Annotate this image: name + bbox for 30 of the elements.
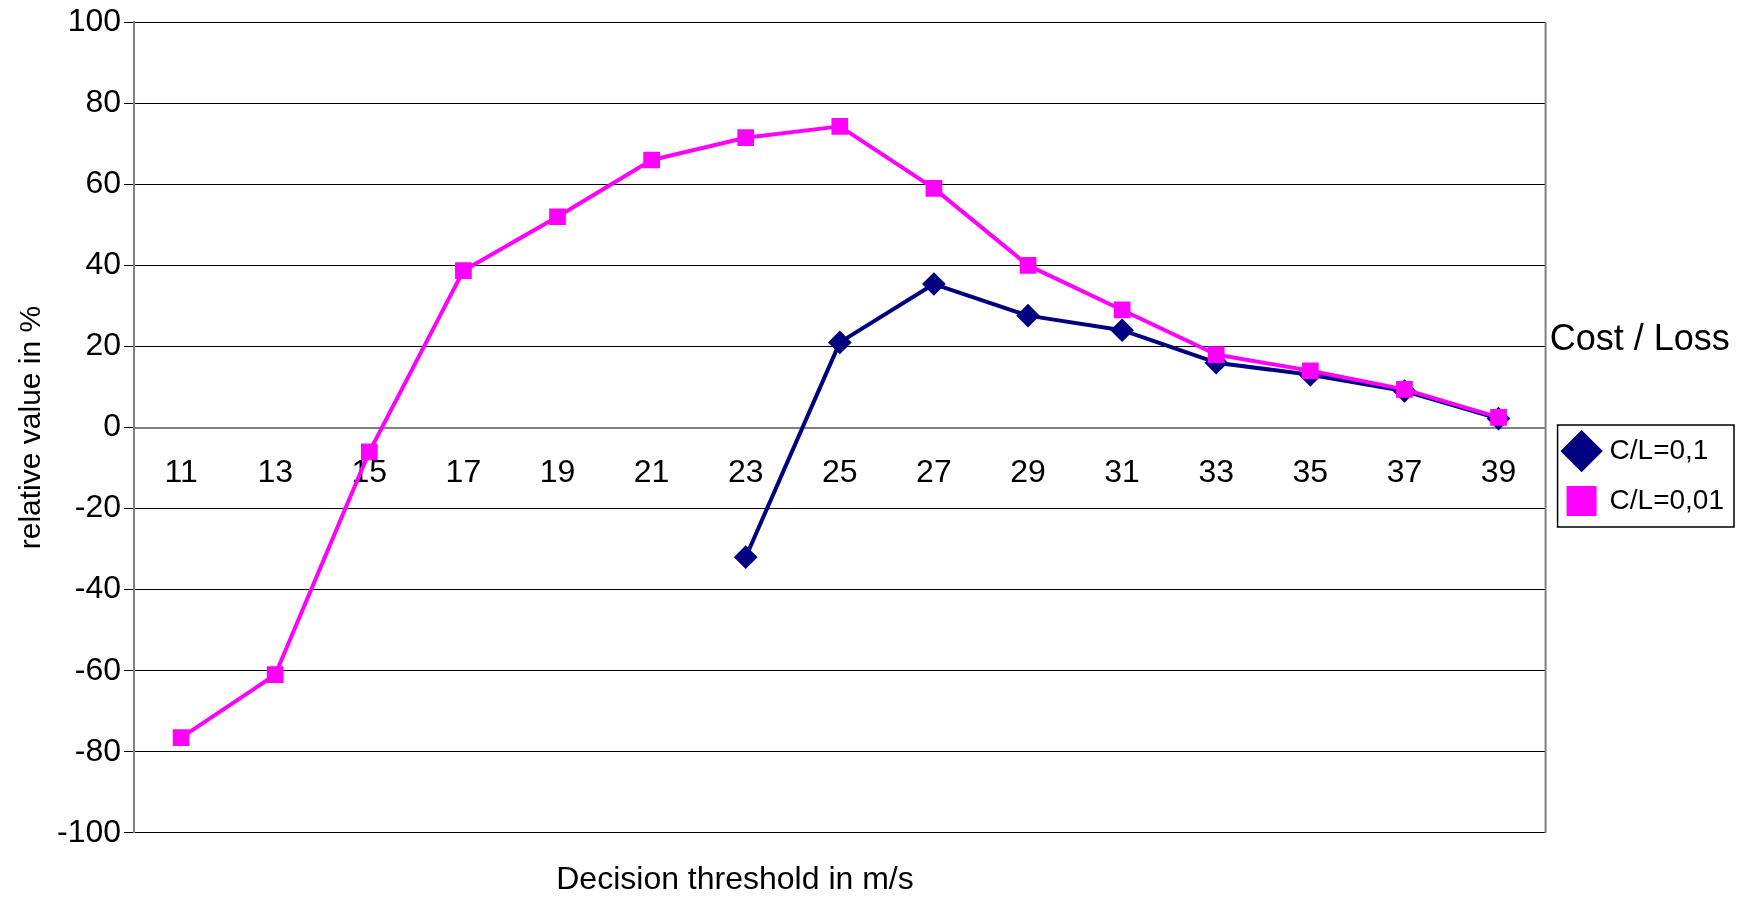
x-tick-label: 33 — [1198, 452, 1235, 489]
y-axis-title: relative value in % — [13, 305, 47, 550]
y-tick-label: -100 — [57, 812, 122, 849]
y-tick-label: 0 — [103, 407, 122, 444]
x-tick-label: 25 — [822, 452, 858, 489]
y-tick-label: -80 — [74, 731, 122, 768]
legend-label: C/L=0,01 — [1609, 483, 1724, 515]
x-tick-label: 13 — [257, 452, 293, 489]
y-tick-label: 20 — [85, 326, 122, 363]
x-tick-label: 29 — [1010, 452, 1046, 489]
y-tick-label: -60 — [74, 650, 122, 687]
legend-title: Cost / Loss — [1549, 316, 1730, 358]
y-tick-label: -40 — [74, 569, 122, 606]
x-tick-label: 17 — [445, 452, 482, 489]
x-tick-label: 35 — [1292, 452, 1329, 489]
x-tick-label: 39 — [1480, 452, 1517, 489]
y-tick-label: 80 — [85, 83, 122, 120]
x-tick-label: 11 — [164, 452, 198, 489]
legend-label: C/L=0,1 — [1609, 433, 1709, 465]
y-tick-label: 60 — [85, 164, 122, 201]
x-tick-label: 23 — [727, 452, 764, 489]
y-tick-label: 100 — [67, 2, 122, 39]
y-tick-label: 40 — [85, 245, 122, 282]
x-tick-label: 21 — [633, 452, 670, 489]
y-tick-label: -20 — [74, 488, 122, 525]
x-tick-label: 31 — [1104, 452, 1140, 489]
x-tick-label: 37 — [1386, 452, 1423, 489]
x-tick-label: 19 — [539, 452, 576, 489]
x-axis-title: Decision threshold in m/s — [555, 860, 915, 897]
x-tick-label: 27 — [916, 452, 952, 489]
